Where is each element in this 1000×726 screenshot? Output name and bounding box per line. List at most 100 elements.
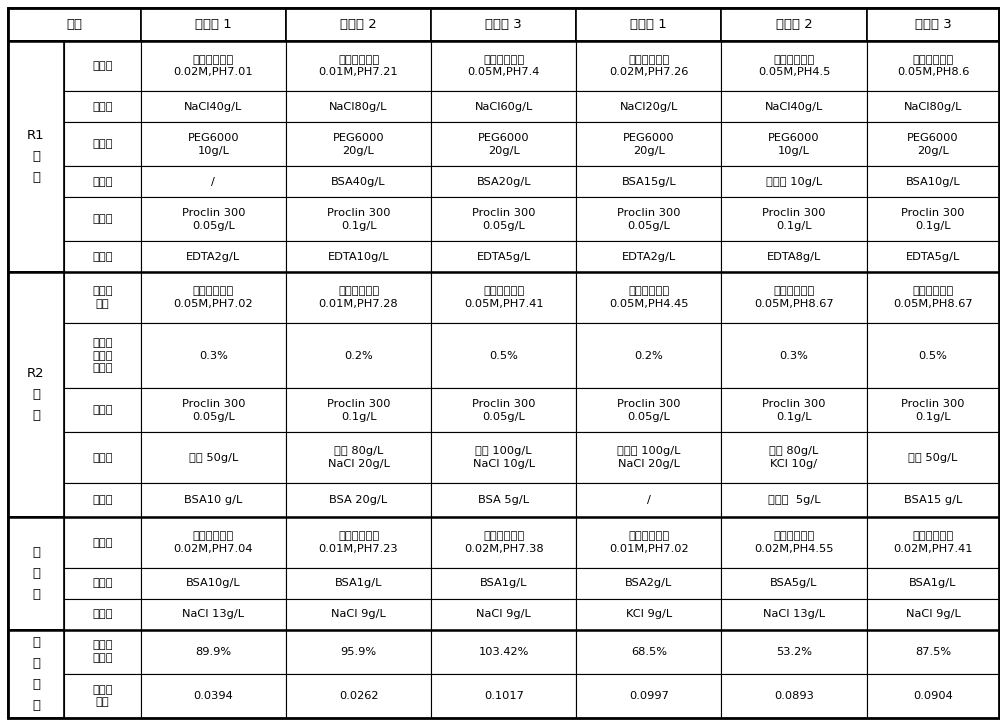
Text: EDTA5g/L: EDTA5g/L [906,252,960,262]
Bar [431,568,576,599]
Text: 分析灵
敏度: 分析灵 敏度 [92,685,113,707]
Bar [721,599,867,630]
Bar [286,166,431,197]
Bar [64,388,141,433]
Bar [431,197,576,242]
Bar [721,91,867,122]
Text: 0.2%: 0.2% [344,351,373,361]
Text: 比较例 2: 比较例 2 [776,18,812,30]
Text: 0.5%: 0.5% [489,351,518,361]
Text: 磷酸盐缓冲液
0.02M,PH7.26: 磷酸盐缓冲液 0.02M,PH7.26 [609,54,689,78]
Text: 包被缓
冲液: 包被缓 冲液 [92,286,113,309]
Text: EDTA2g/L: EDTA2g/L [186,252,240,262]
Text: /: / [211,177,215,187]
Bar [286,41,431,91]
Bar [431,517,576,568]
Text: 缓冲液: 缓冲液 [92,61,113,71]
Bar [867,122,999,166]
Bar [431,166,576,197]
Text: 稳定剂: 稳定剂 [92,453,113,462]
Text: 0.5%: 0.5% [919,351,947,361]
Text: 87.5%: 87.5% [915,647,951,657]
Text: NaCl80g/L: NaCl80g/L [329,102,388,112]
Text: 标
准
品: 标 准 品 [32,546,40,601]
Text: 磷酸盐缓冲液
0.01M,PH7.23: 磷酸盐缓冲液 0.01M,PH7.23 [319,531,398,554]
Bar [64,323,141,388]
Bar [867,599,999,630]
Bar [431,483,576,517]
Bar [576,242,721,272]
Bar [867,272,999,323]
Bar [431,122,576,166]
Bar [141,599,286,630]
Text: R2
试
剂: R2 试 剂 [27,367,45,423]
Text: BSA 20g/L: BSA 20g/L [329,495,388,505]
Bar [721,568,867,599]
Text: 保护剂: 保护剂 [92,579,113,588]
Bar [64,41,141,91]
Bar [431,41,576,91]
Text: /: / [647,495,651,505]
Bar [431,242,576,272]
Bar [721,388,867,433]
Bar [141,197,286,242]
Text: NaCl60g/L: NaCl60g/L [475,102,533,112]
Bar [867,483,999,517]
Text: NaCl 13g/L: NaCl 13g/L [182,609,244,619]
Bar [286,483,431,517]
Text: 磷酸盐缓冲液
0.02M,PH7.01: 磷酸盐缓冲液 0.02M,PH7.01 [174,54,253,78]
Bar [867,433,999,483]
Bar [431,433,576,483]
Bar [867,630,999,674]
Bar [721,166,867,197]
Text: 增凝剂: 增凝剂 [92,139,113,150]
Bar [721,8,867,41]
Bar [867,166,999,197]
Bar [867,91,999,122]
Text: NaCl20g/L: NaCl20g/L [620,102,678,112]
Text: 酪蛋白  5g/L: 酪蛋白 5g/L [768,495,820,505]
Text: 蔗糖 100g/L
NaCl 10g/L: 蔗糖 100g/L NaCl 10g/L [473,446,535,469]
Bar [286,8,431,41]
Text: 比较例 1: 比较例 1 [630,18,667,30]
Text: PEG6000
10g/L: PEG6000 10g/L [768,133,820,155]
Bar [721,630,867,674]
Text: 89.9%: 89.9% [195,647,231,657]
Bar [64,630,141,674]
Text: 酪蛋白 10g/L: 酪蛋白 10g/L [766,177,822,187]
Bar [576,599,721,630]
Bar [431,272,576,323]
Bar [141,433,286,483]
Bar [431,91,576,122]
Bar [576,483,721,517]
Text: BSA10 g/L: BSA10 g/L [184,495,243,505]
Bar [867,674,999,718]
Bar [141,91,286,122]
Text: 磷酸盐缓冲液
0.01M,PH7.02: 磷酸盐缓冲液 0.01M,PH7.02 [609,531,689,554]
Text: 防腐剂: 防腐剂 [92,214,113,224]
Text: 组成: 组成 [66,18,82,30]
Text: Proclin 300
0.1g/L: Proclin 300 0.1g/L [327,208,390,231]
Bar [141,41,286,91]
Bar [8,517,64,630]
Text: 0.0893: 0.0893 [774,691,814,701]
Text: BSA10g/L: BSA10g/L [186,579,241,588]
Text: 0.0997: 0.0997 [629,691,669,701]
Text: BSA15 g/L: BSA15 g/L [904,495,962,505]
Bar [286,674,431,718]
Bar [867,41,999,91]
Text: EDTA2g/L: EDTA2g/L [622,252,676,262]
Bar [141,630,286,674]
Bar [286,568,431,599]
Text: PEG6000
20g/L: PEG6000 20g/L [333,133,384,155]
Text: 蔗糖 50g/L: 蔗糖 50g/L [189,453,238,462]
Text: PEG6000
20g/L: PEG6000 20g/L [907,133,959,155]
Text: 0.2%: 0.2% [634,351,663,361]
Text: 磷酸盐缓冲液
0.05M,PH4.45: 磷酸盐缓冲液 0.05M,PH4.45 [609,286,689,309]
Text: NaCl 9g/L: NaCl 9g/L [476,609,531,619]
Text: 稳定剂: 稳定剂 [92,609,113,619]
Text: 磷酸盐缓冲液
0.02M,PH7.04: 磷酸盐缓冲液 0.02M,PH7.04 [174,531,253,554]
Text: 磷酸盐缓冲液
0.05M,PH7.4: 磷酸盐缓冲液 0.05M,PH7.4 [468,54,540,78]
Bar [286,323,431,388]
Bar [141,242,286,272]
